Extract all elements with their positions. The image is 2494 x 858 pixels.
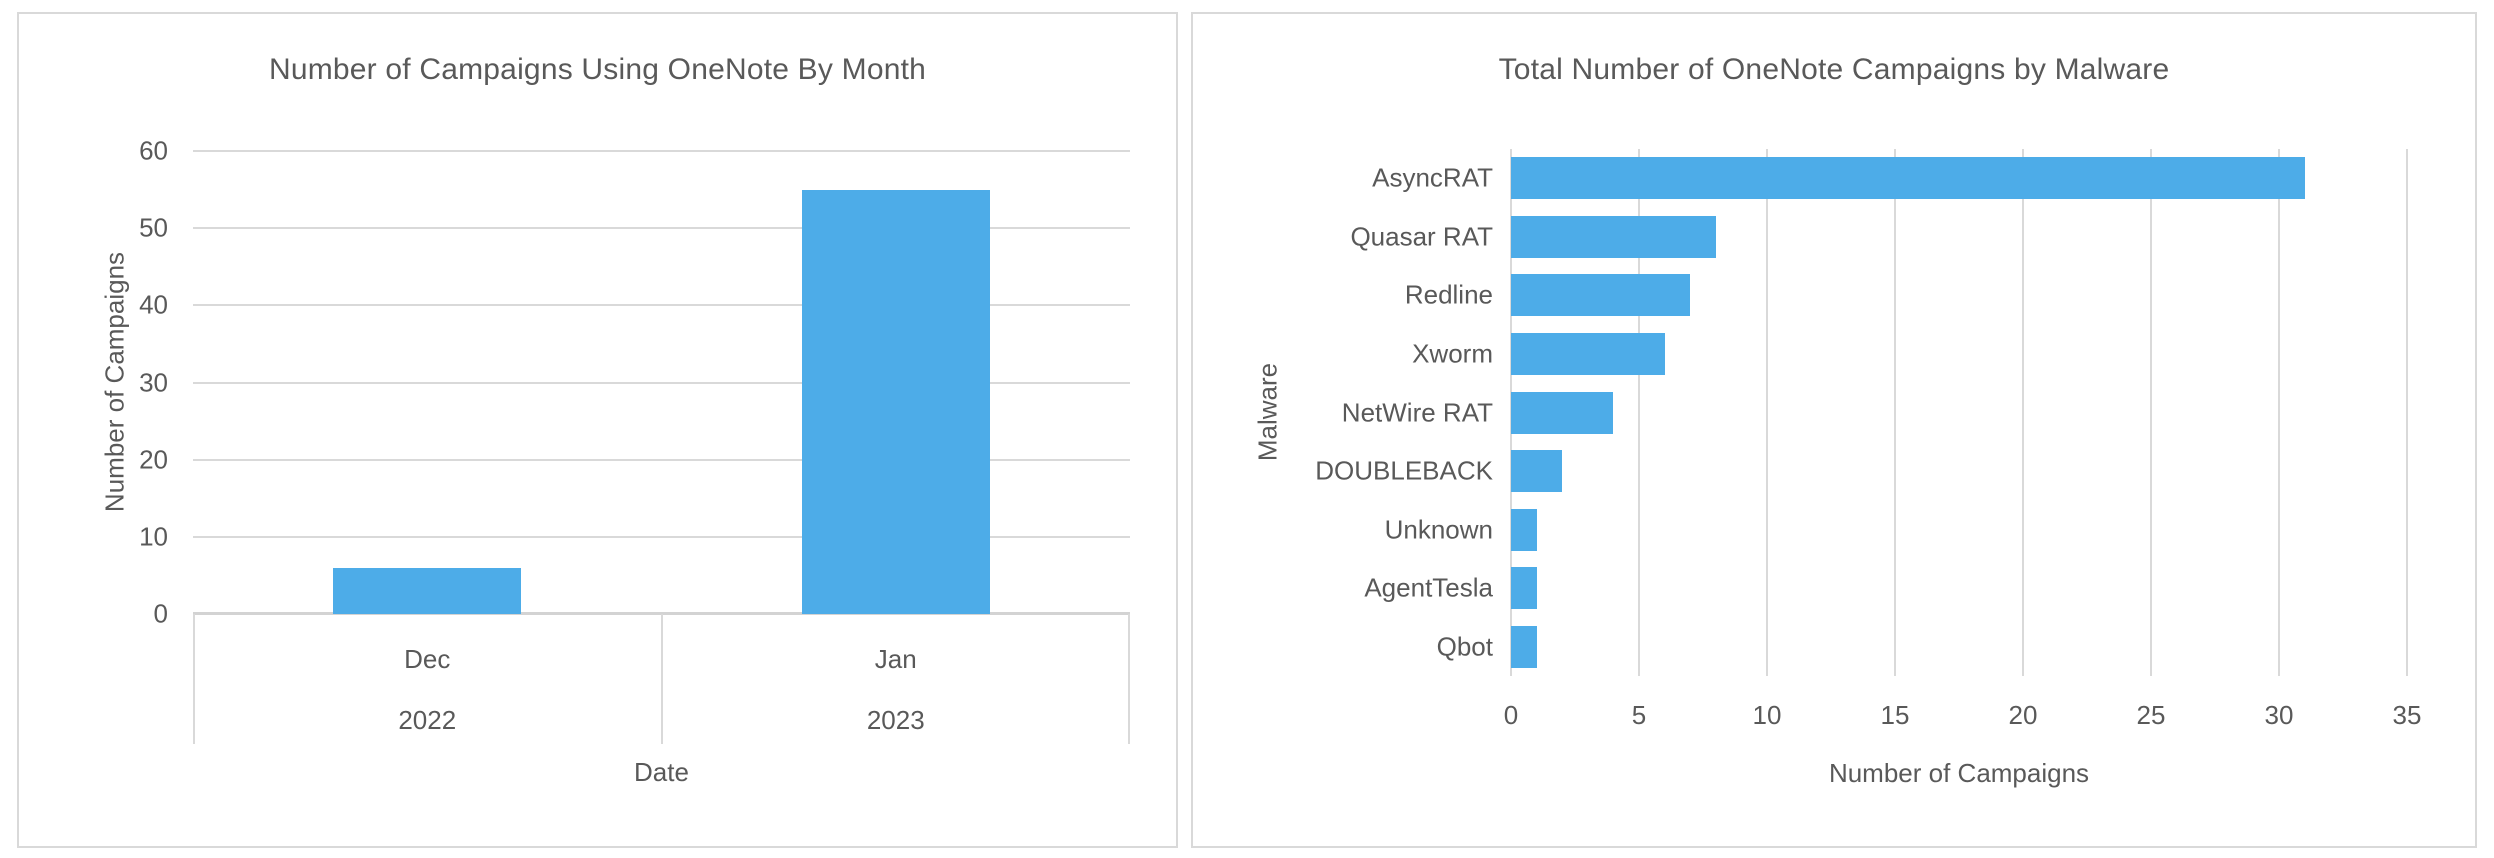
x-axis-title: Number of Campaigns — [1828, 758, 2090, 788]
gridline — [2150, 149, 2152, 676]
x-tick-label: 15 — [1880, 700, 1910, 730]
malware-plot: 0 5 10 15 20 25 30 35 AsyncRAT Quasar RAT Redline X… — [1315, 149, 2421, 730]
bar-doubleback — [1511, 450, 1563, 493]
category-label: AsyncRAT — [1372, 162, 1493, 193]
bar-redline — [1511, 274, 1691, 317]
category-label: AgentTesla — [1364, 572, 1493, 603]
y-tick-label: 60 — [139, 135, 168, 166]
y-tick-label: 10 — [139, 521, 168, 552]
x-tick-label: 0 — [1503, 700, 1519, 730]
y-tick-label: 0 — [153, 598, 168, 629]
bar-netwire-rat — [1511, 391, 1614, 434]
category-label: NetWire RAT — [1341, 397, 1493, 427]
year-label: 2022 — [398, 705, 457, 735]
bar-qbot — [1511, 625, 1537, 668]
gridline — [193, 227, 1130, 230]
x-tick-label: 25 — [2136, 700, 2166, 730]
category-axis: Dec 2022 Jan 2023 — [193, 614, 1130, 744]
category-label: Qbot — [1436, 631, 1493, 662]
category-label: DOUBLEBACK — [1315, 455, 1493, 486]
gridline — [193, 458, 1130, 461]
x-tick-label: 30 — [2264, 700, 2294, 730]
category-label: Quasar RAT — [1350, 221, 1493, 252]
y-tick-label: 20 — [139, 444, 168, 475]
x-tick-label: 10 — [1752, 700, 1782, 730]
y-tick-label: 50 — [139, 212, 168, 243]
gridline — [193, 304, 1130, 307]
x-tick-label: 20 — [2008, 700, 2038, 730]
malware-campaigns-chart-card: Total Number of OneNote Campaigns by Mal… — [1191, 12, 2477, 848]
bar-unknown — [1511, 508, 1537, 551]
gridline — [193, 381, 1130, 384]
y-tick-label: 30 — [139, 367, 168, 397]
y-tick-label: 40 — [139, 289, 168, 320]
category-label: Xworm — [1412, 338, 1493, 369]
month-label: Dec — [404, 644, 451, 674]
x-tick-label: 5 — [1631, 700, 1647, 730]
bar-agenttesla — [1511, 567, 1537, 610]
chart-title: Number of Campaigns Using OneNote By Mon… — [268, 53, 927, 86]
bar-jan — [801, 189, 990, 614]
gridline — [1894, 149, 1896, 676]
x-tick-label: 35 — [2392, 700, 2422, 730]
chart-title: Total Number of OneNote Campaigns by Mal… — [1498, 53, 2170, 86]
gridline — [2022, 149, 2024, 676]
gridline — [2406, 149, 2408, 676]
gridline — [1766, 149, 1768, 676]
bar-xworm — [1511, 332, 1665, 375]
category-divider — [1128, 614, 1130, 744]
gridline — [1638, 149, 1640, 676]
gridline — [193, 535, 1130, 538]
monthly-plot: 0 10 20 30 40 50 60 — [139, 136, 1130, 629]
bar-quasar-rat — [1511, 215, 1716, 258]
bar-asyncrat — [1511, 157, 2305, 200]
month-label: Jan — [874, 644, 917, 674]
category-label: Redline — [1404, 279, 1493, 310]
bar-dec — [333, 567, 522, 614]
x-axis-title: Date — [634, 757, 689, 787]
category-divider — [661, 614, 663, 744]
category-label: Unknown — [1384, 514, 1493, 545]
monthly-campaigns-chart-card: Number of Campaigns Using OneNote By Mon… — [17, 12, 1178, 848]
category-divider — [193, 614, 195, 744]
gridline — [2278, 149, 2280, 676]
year-label: 2023 — [866, 705, 925, 735]
x-axis-line — [193, 612, 1130, 615]
gridline — [193, 150, 1130, 152]
